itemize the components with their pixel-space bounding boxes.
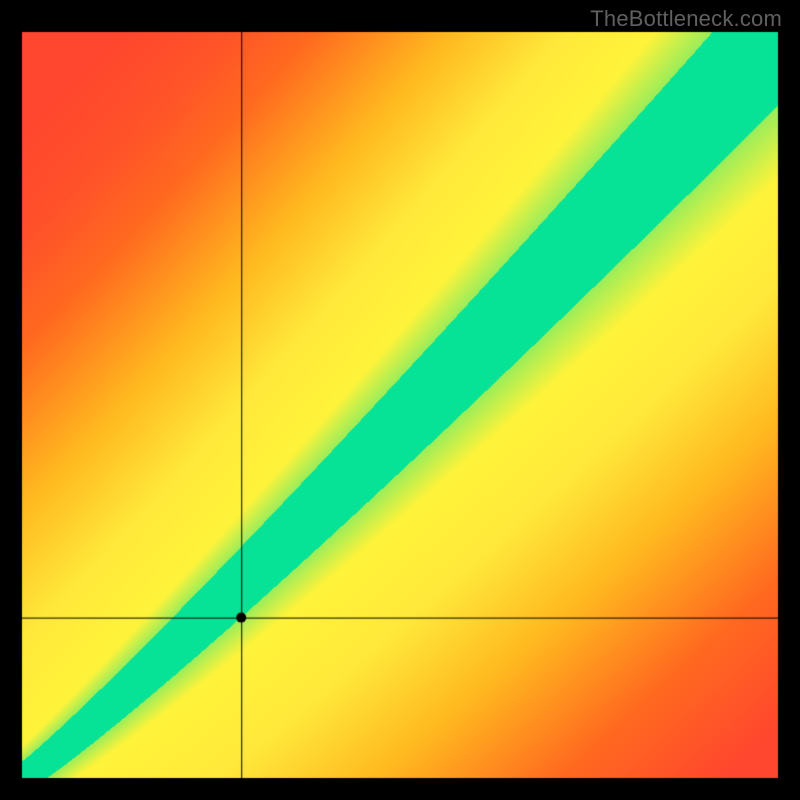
watermark-text: TheBottleneck.com [590, 6, 782, 32]
chart-container: TheBottleneck.com [0, 0, 800, 800]
bottleneck-heatmap-canvas [0, 0, 800, 800]
